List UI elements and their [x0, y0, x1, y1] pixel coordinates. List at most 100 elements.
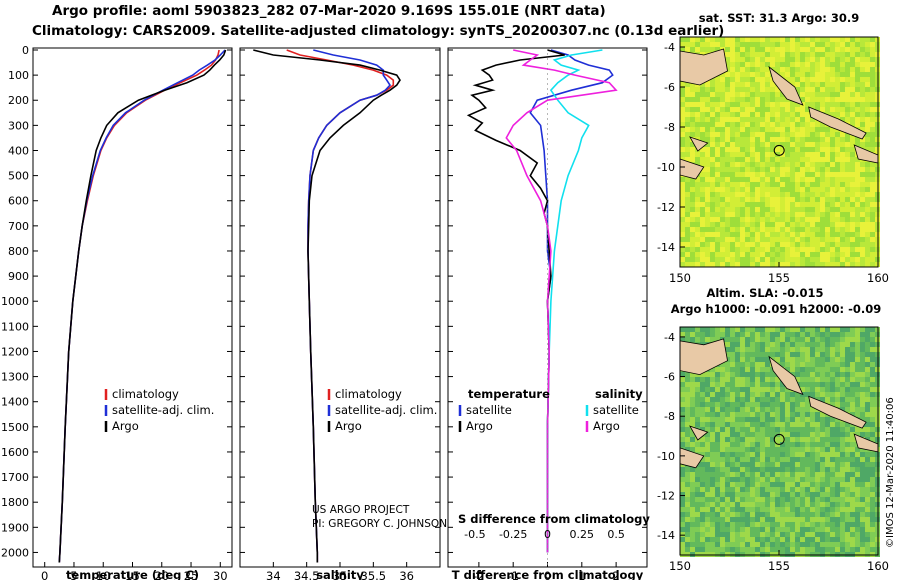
map-cell: [720, 397, 725, 402]
map-cell: [830, 352, 835, 357]
map-cell: [795, 367, 800, 372]
map-cell: [735, 92, 740, 97]
map-y-tick-label: -4: [664, 41, 675, 54]
map-cell: [730, 517, 735, 522]
map-cell: [845, 402, 850, 407]
map-cell: [725, 352, 730, 357]
map-cell: [780, 432, 785, 437]
map-cell: [840, 262, 845, 267]
map-cell: [850, 477, 855, 482]
map-cell: [850, 412, 855, 417]
map-cell: [710, 222, 715, 227]
map-cell: [795, 87, 800, 92]
map-cell: [730, 432, 735, 437]
map-cell: [815, 457, 820, 462]
map-cell: [700, 182, 705, 187]
map-cell: [765, 52, 770, 57]
map-cell: [765, 457, 770, 462]
map-cell: [750, 477, 755, 482]
map-cell: [820, 132, 825, 137]
s-diff-tick-label: -0.25: [499, 528, 527, 541]
map-cell: [730, 392, 735, 397]
map-cell: [760, 152, 765, 157]
map-cell: [755, 37, 760, 42]
map-cell: [800, 347, 805, 352]
map-cell: [825, 467, 830, 472]
map-cell: [695, 242, 700, 247]
map-cell: [850, 547, 855, 552]
map-cell: [815, 532, 820, 537]
map-cell: [740, 137, 745, 142]
map-cell: [815, 187, 820, 192]
map-cell: [805, 402, 810, 407]
map-cell: [750, 52, 755, 57]
map-cell: [715, 207, 720, 212]
map-cell: [835, 82, 840, 87]
map-cell: [820, 62, 825, 67]
map-cell: [785, 242, 790, 247]
map-cell: [790, 57, 795, 62]
map-cell: [825, 127, 830, 132]
map-cell: [810, 72, 815, 77]
map-cell: [815, 507, 820, 512]
map-cell: [745, 342, 750, 347]
map-cell: [715, 87, 720, 92]
map-cell: [735, 417, 740, 422]
map-cell: [835, 512, 840, 517]
x-tick-label: 2: [612, 569, 619, 580]
map-cell: [870, 377, 875, 382]
map-cell: [820, 452, 825, 457]
map-cell: [825, 537, 830, 542]
map-cell: [820, 67, 825, 72]
map-cell: [780, 437, 785, 442]
map-cell: [745, 197, 750, 202]
map-cell: [755, 487, 760, 492]
map-cell: [745, 257, 750, 262]
map-cell: [745, 397, 750, 402]
map-cell: [695, 382, 700, 387]
map-cell: [760, 172, 765, 177]
map-cell: [700, 257, 705, 262]
map-cell: [690, 122, 695, 127]
map-cell: [800, 187, 805, 192]
map-cell: [700, 107, 705, 112]
map-cell: [735, 222, 740, 227]
map-cell: [710, 407, 715, 412]
map-cell: [860, 187, 865, 192]
map-cell: [710, 527, 715, 532]
map-cell: [790, 472, 795, 477]
map-cell: [800, 457, 805, 462]
map-cell: [720, 472, 725, 477]
map-cell: [750, 37, 755, 42]
map-cell: [735, 507, 740, 512]
map-cell: [695, 227, 700, 232]
map-cell: [725, 92, 730, 97]
map-cell: [685, 442, 690, 447]
map-cell: [850, 152, 855, 157]
map-cell: [710, 217, 715, 222]
map-cell: [870, 187, 875, 192]
map-cell: [680, 182, 685, 187]
map-cell: [760, 67, 765, 72]
map-cell: [785, 182, 790, 187]
map-cell: [715, 162, 720, 167]
map-cell: [835, 392, 840, 397]
map-cell: [840, 532, 845, 537]
map-cell: [785, 352, 790, 357]
map-cell: [865, 102, 870, 107]
map-cell: [850, 237, 855, 242]
map-cell: [735, 462, 740, 467]
map-cell: [840, 337, 845, 342]
map-cell: [865, 57, 870, 62]
map-cell: [815, 352, 820, 357]
plot-frame: [239, 47, 441, 568]
map-cell: [845, 262, 850, 267]
map-cell: [820, 172, 825, 177]
map-cell: [690, 417, 695, 422]
map-cell: [735, 182, 740, 187]
map-cell: [845, 202, 850, 207]
map-cell: [795, 452, 800, 457]
map-cell: [745, 77, 750, 82]
map-cell: [710, 147, 715, 152]
